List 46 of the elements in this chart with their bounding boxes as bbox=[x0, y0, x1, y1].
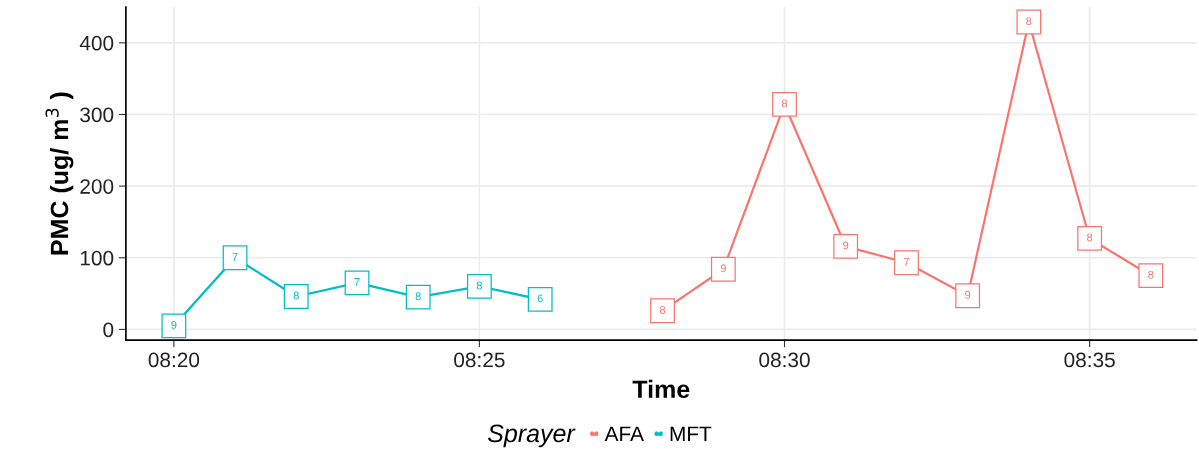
point bbox=[833, 233, 859, 259]
annotation: 8 bbox=[1148, 270, 1154, 279]
y-tick-label: 400 bbox=[79, 35, 114, 51]
annotation: 9 bbox=[720, 264, 726, 273]
x-axis-title: Time bbox=[632, 379, 690, 399]
annotation: 8 bbox=[659, 305, 666, 314]
annotation: 8 bbox=[415, 292, 421, 301]
point bbox=[283, 284, 309, 309]
x-tick-label: 08:25 bbox=[454, 352, 505, 368]
annotation: 7 bbox=[354, 278, 360, 286]
point bbox=[405, 284, 431, 310]
legend-label: AFA bbox=[604, 426, 644, 441]
annotation: 6 bbox=[537, 294, 543, 303]
point bbox=[1077, 226, 1103, 251]
point bbox=[1016, 9, 1042, 35]
x-tick-label: 08:30 bbox=[759, 352, 810, 368]
annotation: 7 bbox=[903, 258, 910, 266]
point bbox=[344, 270, 370, 296]
x-tick-label: 08:35 bbox=[1064, 352, 1115, 368]
annotation: 8 bbox=[781, 99, 788, 108]
y-tick-label: 200 bbox=[80, 179, 114, 194]
point bbox=[955, 283, 981, 309]
annotation: 8 bbox=[1026, 17, 1032, 26]
point bbox=[1138, 263, 1164, 289]
point bbox=[527, 286, 553, 312]
annotation: 8 bbox=[476, 281, 482, 290]
y-tick-label: 100 bbox=[80, 250, 114, 266]
annotation: 7 bbox=[232, 253, 238, 261]
annotation: 8 bbox=[1087, 233, 1093, 242]
point bbox=[650, 298, 675, 324]
point bbox=[772, 92, 797, 117]
point bbox=[222, 245, 248, 271]
point bbox=[710, 256, 736, 282]
annotation: 9 bbox=[171, 320, 177, 329]
y-tick-label: 0 bbox=[103, 322, 114, 338]
x-tick-label: 08:20 bbox=[148, 352, 200, 368]
annotation: 9 bbox=[843, 241, 849, 250]
legend-title: Sprayer bbox=[487, 424, 576, 448]
legend-label: MFT bbox=[670, 426, 712, 441]
point bbox=[161, 313, 187, 339]
annotation: 8 bbox=[293, 291, 299, 300]
y-tick-label: 300 bbox=[80, 107, 114, 123]
y-axis-title: PMC (ug/ m$^{3}$ ) bbox=[45, 92, 74, 255]
annotation: 9 bbox=[965, 290, 971, 299]
point bbox=[466, 274, 492, 299]
point bbox=[894, 250, 919, 276]
